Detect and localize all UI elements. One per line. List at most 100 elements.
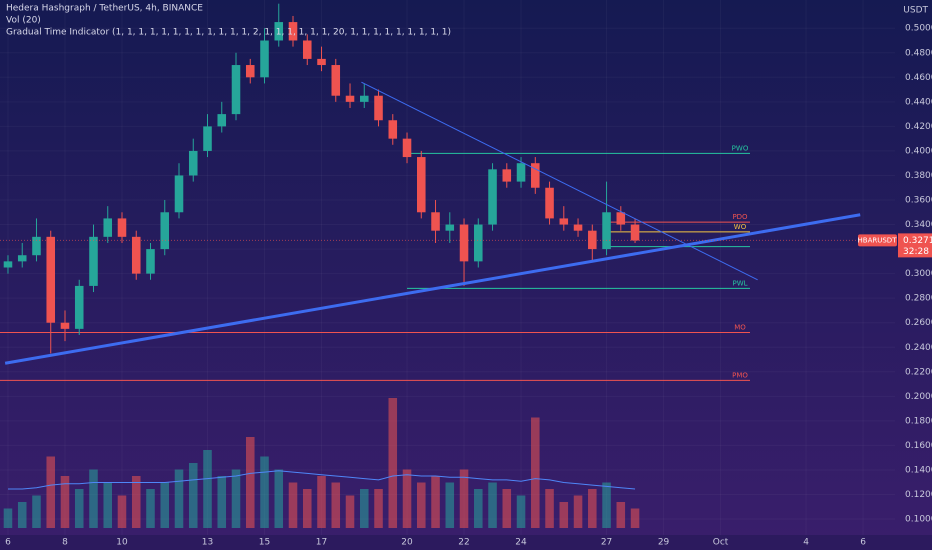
trendline <box>361 81 758 281</box>
trendline <box>4 213 861 365</box>
level-label: PDO <box>732 213 748 221</box>
candle-body <box>531 163 540 188</box>
volume-bar <box>573 495 583 528</box>
volume-bar <box>545 489 554 528</box>
volume-bar <box>559 502 569 528</box>
volume-bar <box>630 508 640 528</box>
volume-bar <box>103 482 113 528</box>
x-axis-strip <box>0 535 932 550</box>
indicator: Vol (20) <box>6 16 41 26</box>
candle-body <box>131 236 141 274</box>
candle-body <box>245 65 255 78</box>
candle-body <box>60 322 70 329</box>
symbol-tag <box>858 234 897 247</box>
candle-body <box>331 65 341 96</box>
level-label: PWO <box>732 144 749 152</box>
candle-body <box>3 261 13 268</box>
candle-body <box>616 212 626 225</box>
x-tick-label: 17 <box>316 538 327 548</box>
volume-bar <box>331 482 341 528</box>
candle-body <box>117 218 127 237</box>
candle-body <box>559 218 569 225</box>
candle-body <box>274 22 284 41</box>
candle-body <box>203 126 212 151</box>
y-tick-label: 0.5000 <box>905 24 932 34</box>
volume-bar <box>174 469 184 528</box>
volume-bar <box>431 476 440 528</box>
candle-body <box>231 65 241 115</box>
candle-body <box>174 175 184 213</box>
level-label: MO <box>734 324 746 332</box>
volume-bar <box>402 469 412 528</box>
candle-body <box>46 236 56 323</box>
volume-bar <box>616 502 626 528</box>
candle-body <box>302 40 312 59</box>
volume-bar <box>502 489 512 528</box>
volume-bar <box>146 489 155 528</box>
x-tick-label: 6 <box>860 538 866 548</box>
candle-body <box>630 224 640 241</box>
candle-body <box>188 150 198 176</box>
volume-bar <box>46 456 56 528</box>
candle-body <box>217 114 227 127</box>
volume-bar <box>459 469 469 528</box>
volume-bar <box>217 476 227 528</box>
volume-bar <box>516 495 526 528</box>
volume-bar <box>417 482 426 528</box>
volume-bar <box>274 469 284 528</box>
x-tick-label: 10 <box>116 538 128 548</box>
volume-bar <box>374 489 383 528</box>
candle-body <box>260 40 269 78</box>
candle-body <box>488 169 497 225</box>
x-tick-label: 6 <box>5 538 11 548</box>
x-tick-label: 8 <box>62 538 68 548</box>
volume-bar <box>588 489 597 528</box>
candle-body <box>516 163 526 182</box>
volume-bar <box>488 482 497 528</box>
volume-bar <box>131 476 141 528</box>
volume-bar <box>60 476 70 528</box>
candle-body <box>17 255 27 262</box>
volume-bar <box>89 469 98 528</box>
candle-body <box>402 138 412 158</box>
candle-body <box>345 95 355 102</box>
candle-body <box>359 95 369 102</box>
symbol-label: HBARUSDT <box>858 236 898 244</box>
x-tick-label: 4 <box>803 538 809 548</box>
level-label: WO <box>734 223 747 231</box>
volume-bar <box>388 398 398 528</box>
volume-bar <box>188 463 198 528</box>
x-tick-label: 29 <box>658 538 670 548</box>
candle-body <box>288 22 298 41</box>
candle-body <box>32 236 41 256</box>
x-tick-label: 22 <box>458 538 469 548</box>
volume-bar <box>302 489 312 528</box>
last-price-label: 0.3271 <box>903 236 932 246</box>
indicator: Gradual Time Indicator (1, 1, 1, 1, 1, 1… <box>6 28 451 38</box>
volume-ma-line <box>7 470 636 490</box>
level-label: PMO <box>732 371 748 379</box>
candle-body <box>74 285 84 329</box>
volume-bar <box>288 482 298 528</box>
candle-body <box>602 212 611 250</box>
x-tick-label: 13 <box>202 538 213 548</box>
candle-body <box>146 249 155 274</box>
volume-bar <box>74 489 84 528</box>
candle-body <box>160 212 170 250</box>
volume-bar <box>32 495 41 528</box>
